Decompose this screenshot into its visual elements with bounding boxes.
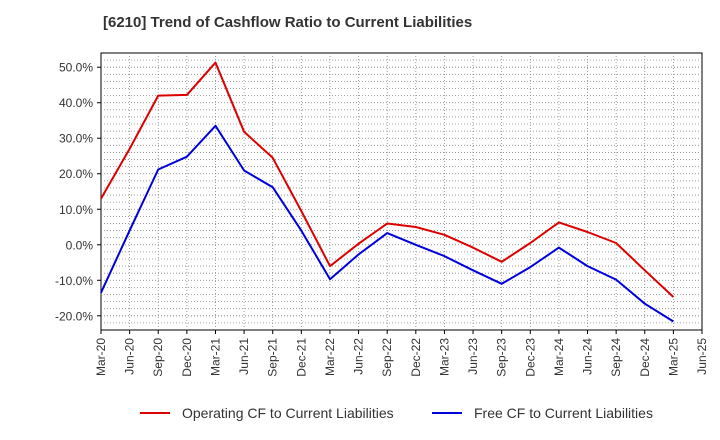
operating-cf-legend-swatch	[140, 412, 170, 414]
x-tick-label: Jun-24	[581, 338, 595, 375]
free-cf-legend-swatch	[432, 412, 462, 414]
x-tick-label: Sep-24	[609, 338, 623, 377]
x-tick-label: Mar-25	[666, 338, 680, 376]
x-tick-label: Mar-23	[437, 338, 451, 376]
x-tick-label: Dec-22	[409, 338, 423, 377]
x-tick-label: Jun-25	[695, 338, 709, 375]
series-lines	[100, 61, 675, 323]
y-tick-label: 40.0%	[59, 96, 93, 110]
grid-lines	[101, 53, 702, 330]
x-tick-label: Sep-20	[151, 338, 165, 377]
legend-item-operating-cf: Operating CF to Current Liabilities	[140, 405, 394, 421]
x-tick-label: Dec-23	[523, 338, 537, 377]
y-tick-label: 50.0%	[59, 61, 93, 75]
y-tick-label: 30.0%	[59, 132, 93, 146]
x-tick-label: Dec-21	[294, 338, 308, 377]
y-tick-label: -20.0%	[55, 309, 93, 323]
x-tick-label: Jun-21	[237, 338, 251, 375]
x-tick-label: Dec-20	[180, 338, 194, 377]
x-tick-label: Mar-21	[208, 338, 222, 376]
x-tick-label: Jun-20	[123, 338, 137, 375]
x-tick-label: Sep-22	[380, 338, 394, 377]
free-cf-series-line	[100, 124, 674, 323]
y-axis-tick-labels: 50.0% 40.0% 30.0% 20.0% 10.0% 0.0% -10.0% -20.0…	[55, 61, 101, 323]
x-tick-label: Sep-21	[266, 338, 280, 377]
y-tick-label: -10.0%	[55, 274, 93, 288]
x-tick-label: Dec-24	[638, 338, 652, 377]
operating-cf-legend-label: Operating CF to Current Liabilities	[182, 405, 394, 421]
x-tick-label: Mar-24	[552, 338, 566, 376]
operating-cf-series-line	[100, 61, 675, 298]
x-tick-label: Jun-22	[352, 338, 366, 375]
y-tick-label: 0.0%	[66, 238, 94, 252]
x-tick-label: Sep-23	[495, 338, 509, 377]
x-tick-label: Mar-20	[94, 338, 108, 376]
y-tick-label: 20.0%	[59, 167, 93, 181]
plot-area	[100, 52, 703, 331]
chart-title: [6210] Trend of Cashflow Ratio to Curren…	[103, 14, 473, 31]
free-cf-legend-label: Free CF to Current Liabilities	[474, 405, 653, 421]
x-tick-label: Mar-22	[323, 338, 337, 376]
x-axis-tick-labels: Mar-20 Jun-20 Sep-20 Dec-20 Mar-21 Jun-21 Sep-…	[94, 330, 709, 377]
x-tick-label: Jun-23	[466, 338, 480, 375]
legend-item-free-cf: Free CF to Current Liabilities	[432, 405, 653, 421]
y-tick-label: 10.0%	[59, 203, 93, 217]
